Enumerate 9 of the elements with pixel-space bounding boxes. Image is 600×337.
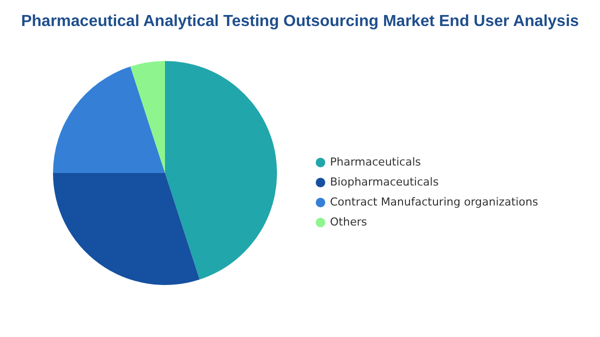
legend-label: Others — [330, 216, 368, 228]
legend-label: Biopharmaceuticals — [330, 176, 439, 188]
legend-label: Contract Manufacturing organizations — [330, 196, 538, 208]
legend-label: Pharmaceuticals — [330, 156, 422, 168]
pie-slice — [130, 61, 165, 173]
pie-slice — [53, 173, 200, 285]
pie-slice — [165, 61, 277, 280]
pie-slice — [53, 66, 165, 173]
chart-title: Pharmaceutical Analytical Testing Outsourcing Market End User Analysis — [21, 13, 579, 30]
